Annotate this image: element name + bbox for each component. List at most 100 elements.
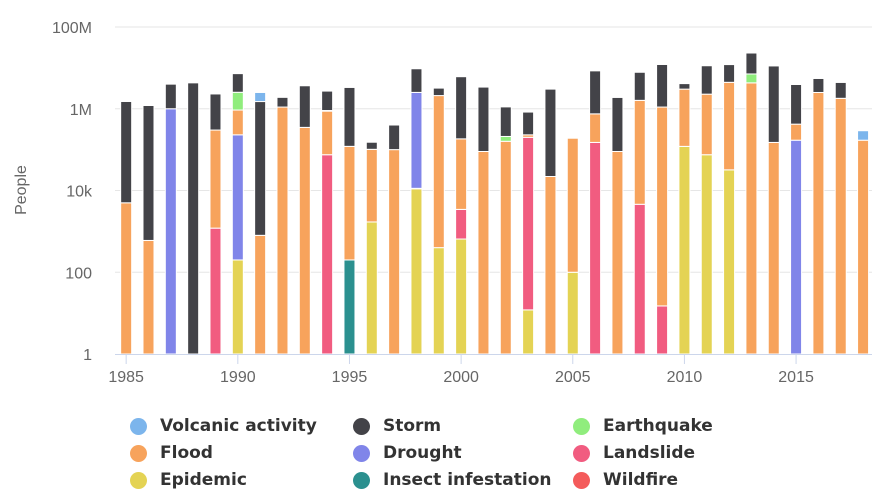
bar-segment[interactable] [433, 88, 444, 95]
bar-segment[interactable] [411, 92, 422, 188]
legend-label: Volcanic activity [160, 416, 317, 436]
bar-segment[interactable] [389, 125, 400, 150]
bar-segment[interactable] [188, 83, 199, 354]
legend-item-volcanic-activity[interactable]: Volcanic activity [130, 416, 317, 436]
bar-segment[interactable] [545, 89, 556, 176]
bar-segment[interactable] [232, 92, 243, 110]
bar-segment[interactable] [791, 84, 802, 124]
bar-segment[interactable] [746, 74, 757, 83]
legend-item-earthquake[interactable]: Earthquake [573, 416, 713, 436]
bar-segment[interactable] [478, 87, 489, 151]
bar-segment[interactable] [255, 235, 266, 354]
bar-segment[interactable] [366, 149, 377, 222]
bar-segment[interactable] [590, 114, 601, 143]
bar-segment[interactable] [165, 84, 176, 109]
legend-item-insect-infestation[interactable]: Insect infestation [353, 470, 552, 490]
bar-segment[interactable] [232, 74, 243, 93]
legend-item-epidemic[interactable]: Epidemic [130, 470, 247, 490]
bar-segment[interactable] [768, 66, 779, 142]
bar-segment[interactable] [657, 306, 668, 354]
bar-segment[interactable] [389, 150, 400, 354]
legend-item-landslide[interactable]: Landslide [573, 443, 695, 463]
bar-segment[interactable] [813, 92, 824, 354]
legend-item-flood[interactable]: Flood [130, 443, 213, 463]
bar-segment[interactable] [746, 83, 757, 354]
bar-segment[interactable] [500, 107, 511, 137]
bar-segment[interactable] [724, 65, 735, 83]
bar-segment[interactable] [612, 97, 623, 151]
bar-segment[interactable] [612, 151, 623, 354]
bar-segment[interactable] [210, 130, 221, 228]
bar-segment[interactable] [456, 239, 467, 354]
bar-segment[interactable] [835, 98, 846, 354]
bar-segment[interactable] [724, 170, 735, 354]
bar-segment[interactable] [858, 140, 869, 354]
bar-segment[interactable] [701, 66, 712, 94]
bar-segment[interactable] [344, 146, 355, 260]
bar-segment[interactable] [791, 140, 802, 354]
bar-segment[interactable] [456, 139, 467, 210]
bar-segment[interactable] [322, 155, 333, 354]
bar-segment[interactable] [433, 96, 444, 248]
bar-segment[interactable] [255, 92, 266, 101]
bar-segment[interactable] [478, 151, 489, 354]
bar-segment[interactable] [366, 222, 377, 354]
bar-segment[interactable] [210, 94, 221, 130]
bar-segment[interactable] [411, 189, 422, 354]
bar-segment[interactable] [500, 141, 511, 354]
bar-segment[interactable] [456, 77, 467, 139]
bar-segment[interactable] [344, 87, 355, 146]
bar-segment[interactable] [634, 72, 645, 100]
bar-segment[interactable] [701, 155, 712, 354]
bar-segment[interactable] [232, 110, 243, 135]
bar-segment[interactable] [277, 107, 288, 354]
bar-segment[interactable] [634, 204, 645, 354]
bar-segment[interactable] [299, 127, 310, 354]
bar-segment[interactable] [746, 53, 757, 74]
bar-segment[interactable] [299, 86, 310, 128]
bar-segment[interactable] [121, 203, 132, 354]
bar-segment[interactable] [858, 131, 869, 140]
bar-segment[interactable] [657, 107, 668, 306]
bar-segment[interactable] [657, 64, 668, 107]
bar-segment[interactable] [210, 228, 221, 354]
bar-segment[interactable] [344, 260, 355, 354]
bar-segment[interactable] [523, 310, 534, 354]
bar-segment[interactable] [456, 209, 467, 239]
bar-segment[interactable] [679, 146, 690, 354]
bar-segment[interactable] [366, 142, 377, 149]
bar-segment[interactable] [322, 111, 333, 155]
bar-segment[interactable] [143, 240, 154, 354]
bar-segment[interactable] [165, 109, 176, 354]
bar-segment[interactable] [143, 106, 154, 241]
bar-segment[interactable] [500, 136, 511, 141]
bar-segment[interactable] [523, 112, 534, 135]
bar-segment[interactable] [232, 260, 243, 354]
bar-segment[interactable] [634, 100, 645, 204]
bar-segment[interactable] [277, 97, 288, 107]
bar-segment[interactable] [232, 135, 243, 260]
bar-segment[interactable] [322, 91, 333, 110]
bar-segment[interactable] [433, 248, 444, 354]
legend-item-wildfire[interactable]: Wildfire [573, 470, 678, 490]
legend-item-drought[interactable]: Drought [353, 443, 462, 463]
bar-segment[interactable] [590, 142, 601, 354]
bar-segment[interactable] [523, 137, 534, 310]
bar-segment[interactable] [679, 84, 690, 90]
bar-segment[interactable] [567, 138, 578, 272]
bar-segment[interactable] [255, 102, 266, 236]
bar-segment[interactable] [813, 78, 824, 92]
bar-segment[interactable] [791, 124, 802, 140]
bar-segment[interactable] [121, 101, 132, 202]
bar-segment[interactable] [411, 69, 422, 93]
bar-segment[interactable] [590, 71, 601, 114]
bar-segment[interactable] [724, 82, 735, 170]
bar-segment[interactable] [768, 142, 779, 354]
legend-item-storm[interactable]: Storm [353, 416, 441, 436]
bar-segment[interactable] [835, 82, 846, 98]
bar-segment[interactable] [701, 94, 712, 155]
bar-segment[interactable] [545, 177, 556, 354]
bar-segment[interactable] [567, 272, 578, 354]
bar-segment[interactable] [679, 89, 690, 146]
